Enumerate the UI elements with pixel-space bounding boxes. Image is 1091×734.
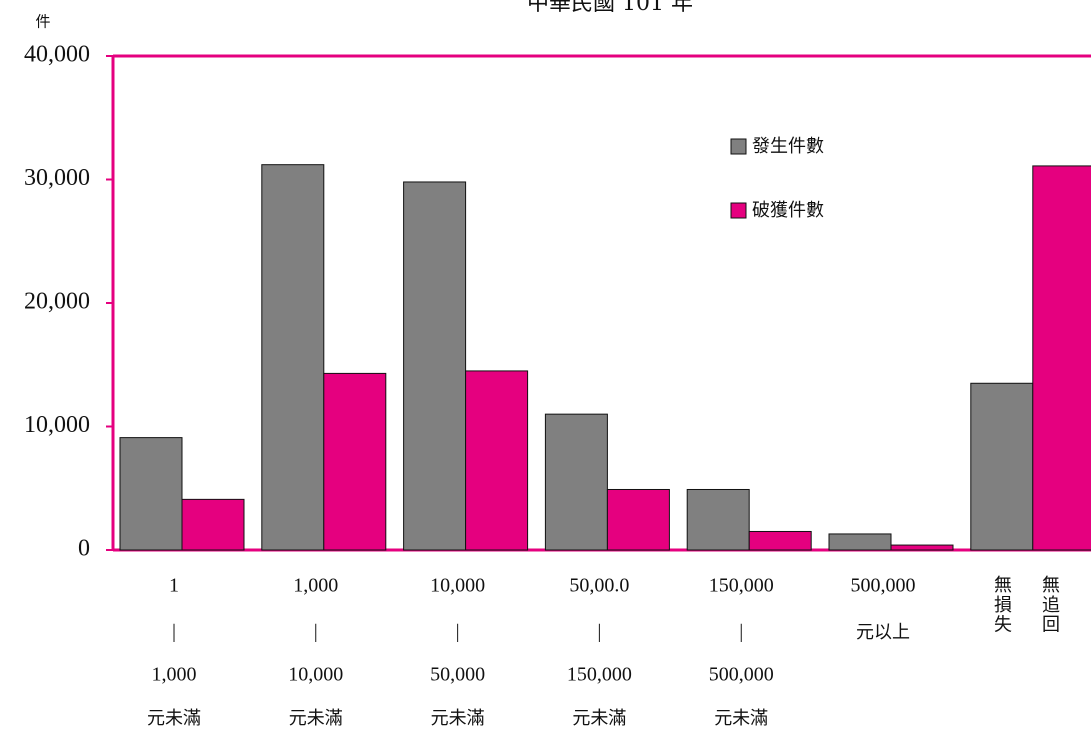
vertical-glyph: 無 bbox=[1042, 575, 1060, 596]
y-tick-label: 0 bbox=[78, 536, 90, 562]
bar-occurred bbox=[686, 488, 750, 551]
legend-swatch bbox=[730, 138, 747, 155]
category-range-separator: | bbox=[456, 621, 460, 643]
y-axis-unit-label: 件 bbox=[35, 13, 50, 31]
y-tick-label: 10,000 bbox=[24, 412, 90, 438]
bar-solved bbox=[890, 544, 954, 551]
legend-label: 破獲件數 bbox=[752, 200, 824, 221]
bar-occurred bbox=[403, 181, 467, 551]
bar-solved bbox=[181, 498, 245, 551]
bar-occurred bbox=[544, 413, 608, 551]
category-label: 元未滿 bbox=[572, 708, 626, 729]
y-tick-label: 20,000 bbox=[24, 289, 90, 315]
vertical-glyph: 失 bbox=[994, 615, 1012, 636]
bar-occurred bbox=[828, 533, 892, 551]
y-tick-label: 30,000 bbox=[24, 165, 90, 191]
category-label: 150,000 bbox=[567, 664, 632, 686]
category-label: 10,000 bbox=[430, 575, 485, 597]
chart-title: 中華民國 101 年 bbox=[527, 0, 693, 16]
bar-solved bbox=[465, 370, 529, 551]
category-label: 500,000 bbox=[851, 575, 916, 597]
category-label: 50,00.0 bbox=[569, 575, 629, 597]
bar-occurred bbox=[119, 437, 183, 551]
vertical-glyph: 回 bbox=[1042, 615, 1060, 636]
category-label: 500,000 bbox=[709, 664, 774, 686]
vertical-glyph: 無 bbox=[994, 575, 1012, 596]
legend-swatch bbox=[730, 202, 747, 219]
category-label: 元未滿 bbox=[714, 708, 768, 729]
category-label: 元未滿 bbox=[147, 708, 201, 729]
category-label: 1,000 bbox=[152, 664, 197, 686]
bar-occurred bbox=[970, 382, 1034, 551]
bar-occurred bbox=[261, 164, 325, 551]
bar-solved bbox=[606, 488, 670, 551]
category-label: 1 bbox=[169, 575, 179, 597]
category-label-vertical: 無追回 bbox=[1042, 575, 1060, 636]
bar-solved bbox=[748, 530, 812, 551]
legend-label: 發生件數 bbox=[752, 136, 824, 157]
category-label-vertical: 無損失 bbox=[994, 575, 1012, 636]
category-range-separator: | bbox=[172, 621, 176, 643]
bar-solved bbox=[323, 372, 387, 551]
category-range-separator: | bbox=[597, 621, 601, 643]
category-label: 元未滿 bbox=[431, 708, 485, 729]
category-label: 50,000 bbox=[430, 664, 485, 686]
category-label: 150,000 bbox=[709, 575, 774, 597]
vertical-glyph: 損 bbox=[994, 595, 1012, 616]
category-label: 元未滿 bbox=[289, 708, 343, 729]
vertical-glyph: 追 bbox=[1042, 595, 1060, 616]
category-label: 10,000 bbox=[288, 664, 343, 686]
category-range-separator: | bbox=[739, 621, 743, 643]
category-label: 1,000 bbox=[293, 575, 338, 597]
bar-solved bbox=[1032, 165, 1091, 551]
category-label: 元以上 bbox=[856, 622, 910, 643]
category-range-separator: | bbox=[314, 621, 318, 643]
y-tick-label: 40,000 bbox=[24, 42, 90, 68]
